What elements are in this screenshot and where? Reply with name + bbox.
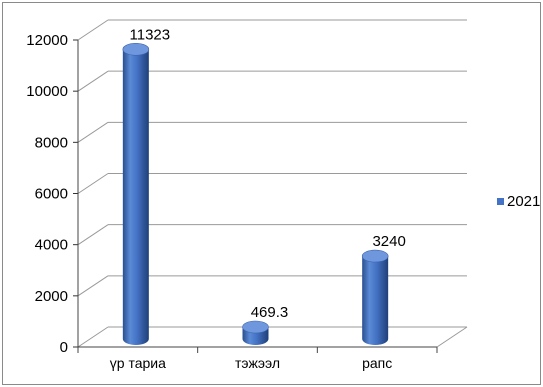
legend-swatch [497, 198, 504, 205]
bar-body [362, 256, 389, 345]
y-tick-label: 12000 [26, 32, 68, 49]
y-tick-label: 0 [60, 339, 68, 356]
gridline-side [77, 173, 109, 194]
gridline-side [77, 224, 109, 246]
gridline-side [77, 70, 109, 92]
bar-top [361, 249, 389, 263]
y-tick-label: 8000 [35, 134, 68, 151]
bar-body [122, 49, 149, 345]
gridline-side [77, 275, 109, 297]
bar-тэжээл [242, 320, 269, 345]
y-tick-label: 6000 [35, 186, 68, 203]
bar-рапс [361, 249, 389, 345]
gridline-side [77, 19, 109, 41]
gridline-side [77, 326, 109, 348]
gridline-side [77, 121, 109, 143]
y-tick-label: 10000 [26, 83, 68, 100]
x-tick-label: тэжээл [235, 355, 280, 371]
x-tick-label: үр тариа [110, 355, 166, 371]
bar-top [242, 320, 269, 334]
x-tick-label: рапс [362, 355, 392, 371]
y-tick-label: 4000 [35, 237, 68, 254]
bar-үр тариа [122, 43, 150, 345]
data-label: 469.3 [251, 304, 289, 321]
bar-top [122, 43, 150, 56]
floor-edge [436, 326, 468, 348]
legend-label: 2021 [507, 193, 540, 210]
data-label: 11323 [130, 26, 171, 43]
y-tick-label: 2000 [35, 288, 68, 305]
data-label: 3240 [372, 233, 405, 250]
